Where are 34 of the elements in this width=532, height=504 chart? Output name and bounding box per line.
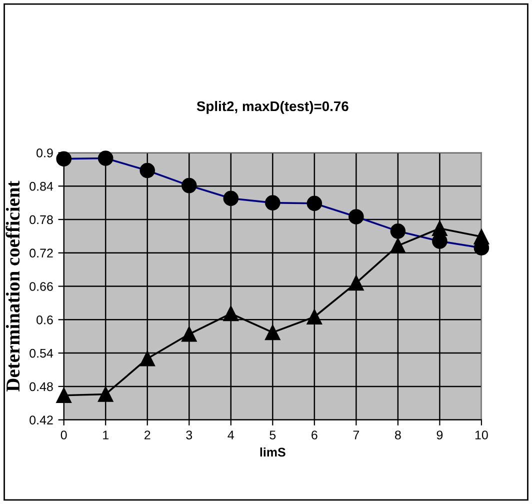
- x-tick-label: 9: [436, 430, 443, 440]
- x-tick-label: 7: [353, 430, 360, 440]
- chart-title: Split2, maxD(test)=0.76: [196, 100, 348, 114]
- point: [390, 238, 406, 254]
- x-tick-label: 10: [475, 430, 488, 440]
- y-tick-label: 0.54: [30, 348, 54, 358]
- point: [432, 220, 448, 236]
- x-tick-label: 8: [395, 430, 401, 440]
- y-tick-label: 0.9: [36, 148, 53, 158]
- x-tick-label: 6: [312, 430, 318, 440]
- y-tick-label: 0.84: [30, 182, 54, 191]
- point: [140, 350, 156, 366]
- x-tick-label: 0: [60, 430, 67, 440]
- x-tick-label: 5: [270, 430, 276, 440]
- x-tick-label: 4: [228, 430, 234, 440]
- x-axis-title: limS: [260, 447, 286, 457]
- point: [56, 388, 72, 403]
- x-tick-label: 2: [144, 430, 150, 440]
- point: [348, 275, 364, 291]
- x-tick-label: 3: [186, 430, 192, 440]
- point: [306, 309, 322, 325]
- y-tick-label: 0.6: [36, 315, 53, 324]
- point: [223, 306, 239, 322]
- y-tick-label: 0.66: [30, 282, 53, 291]
- point: [181, 326, 197, 342]
- point: [474, 229, 490, 244]
- point: [265, 324, 280, 340]
- x-tick-label: 1: [103, 430, 108, 440]
- y-tick-label: 0.42: [30, 416, 53, 424]
- y-tick-label: 0.78: [30, 215, 53, 224]
- y-axis-title: Determination coefficient: [6, 180, 20, 392]
- point: [98, 386, 114, 402]
- y-tick-label: 0.48: [30, 382, 53, 392]
- y-tick-label: 0.72: [30, 248, 53, 258]
